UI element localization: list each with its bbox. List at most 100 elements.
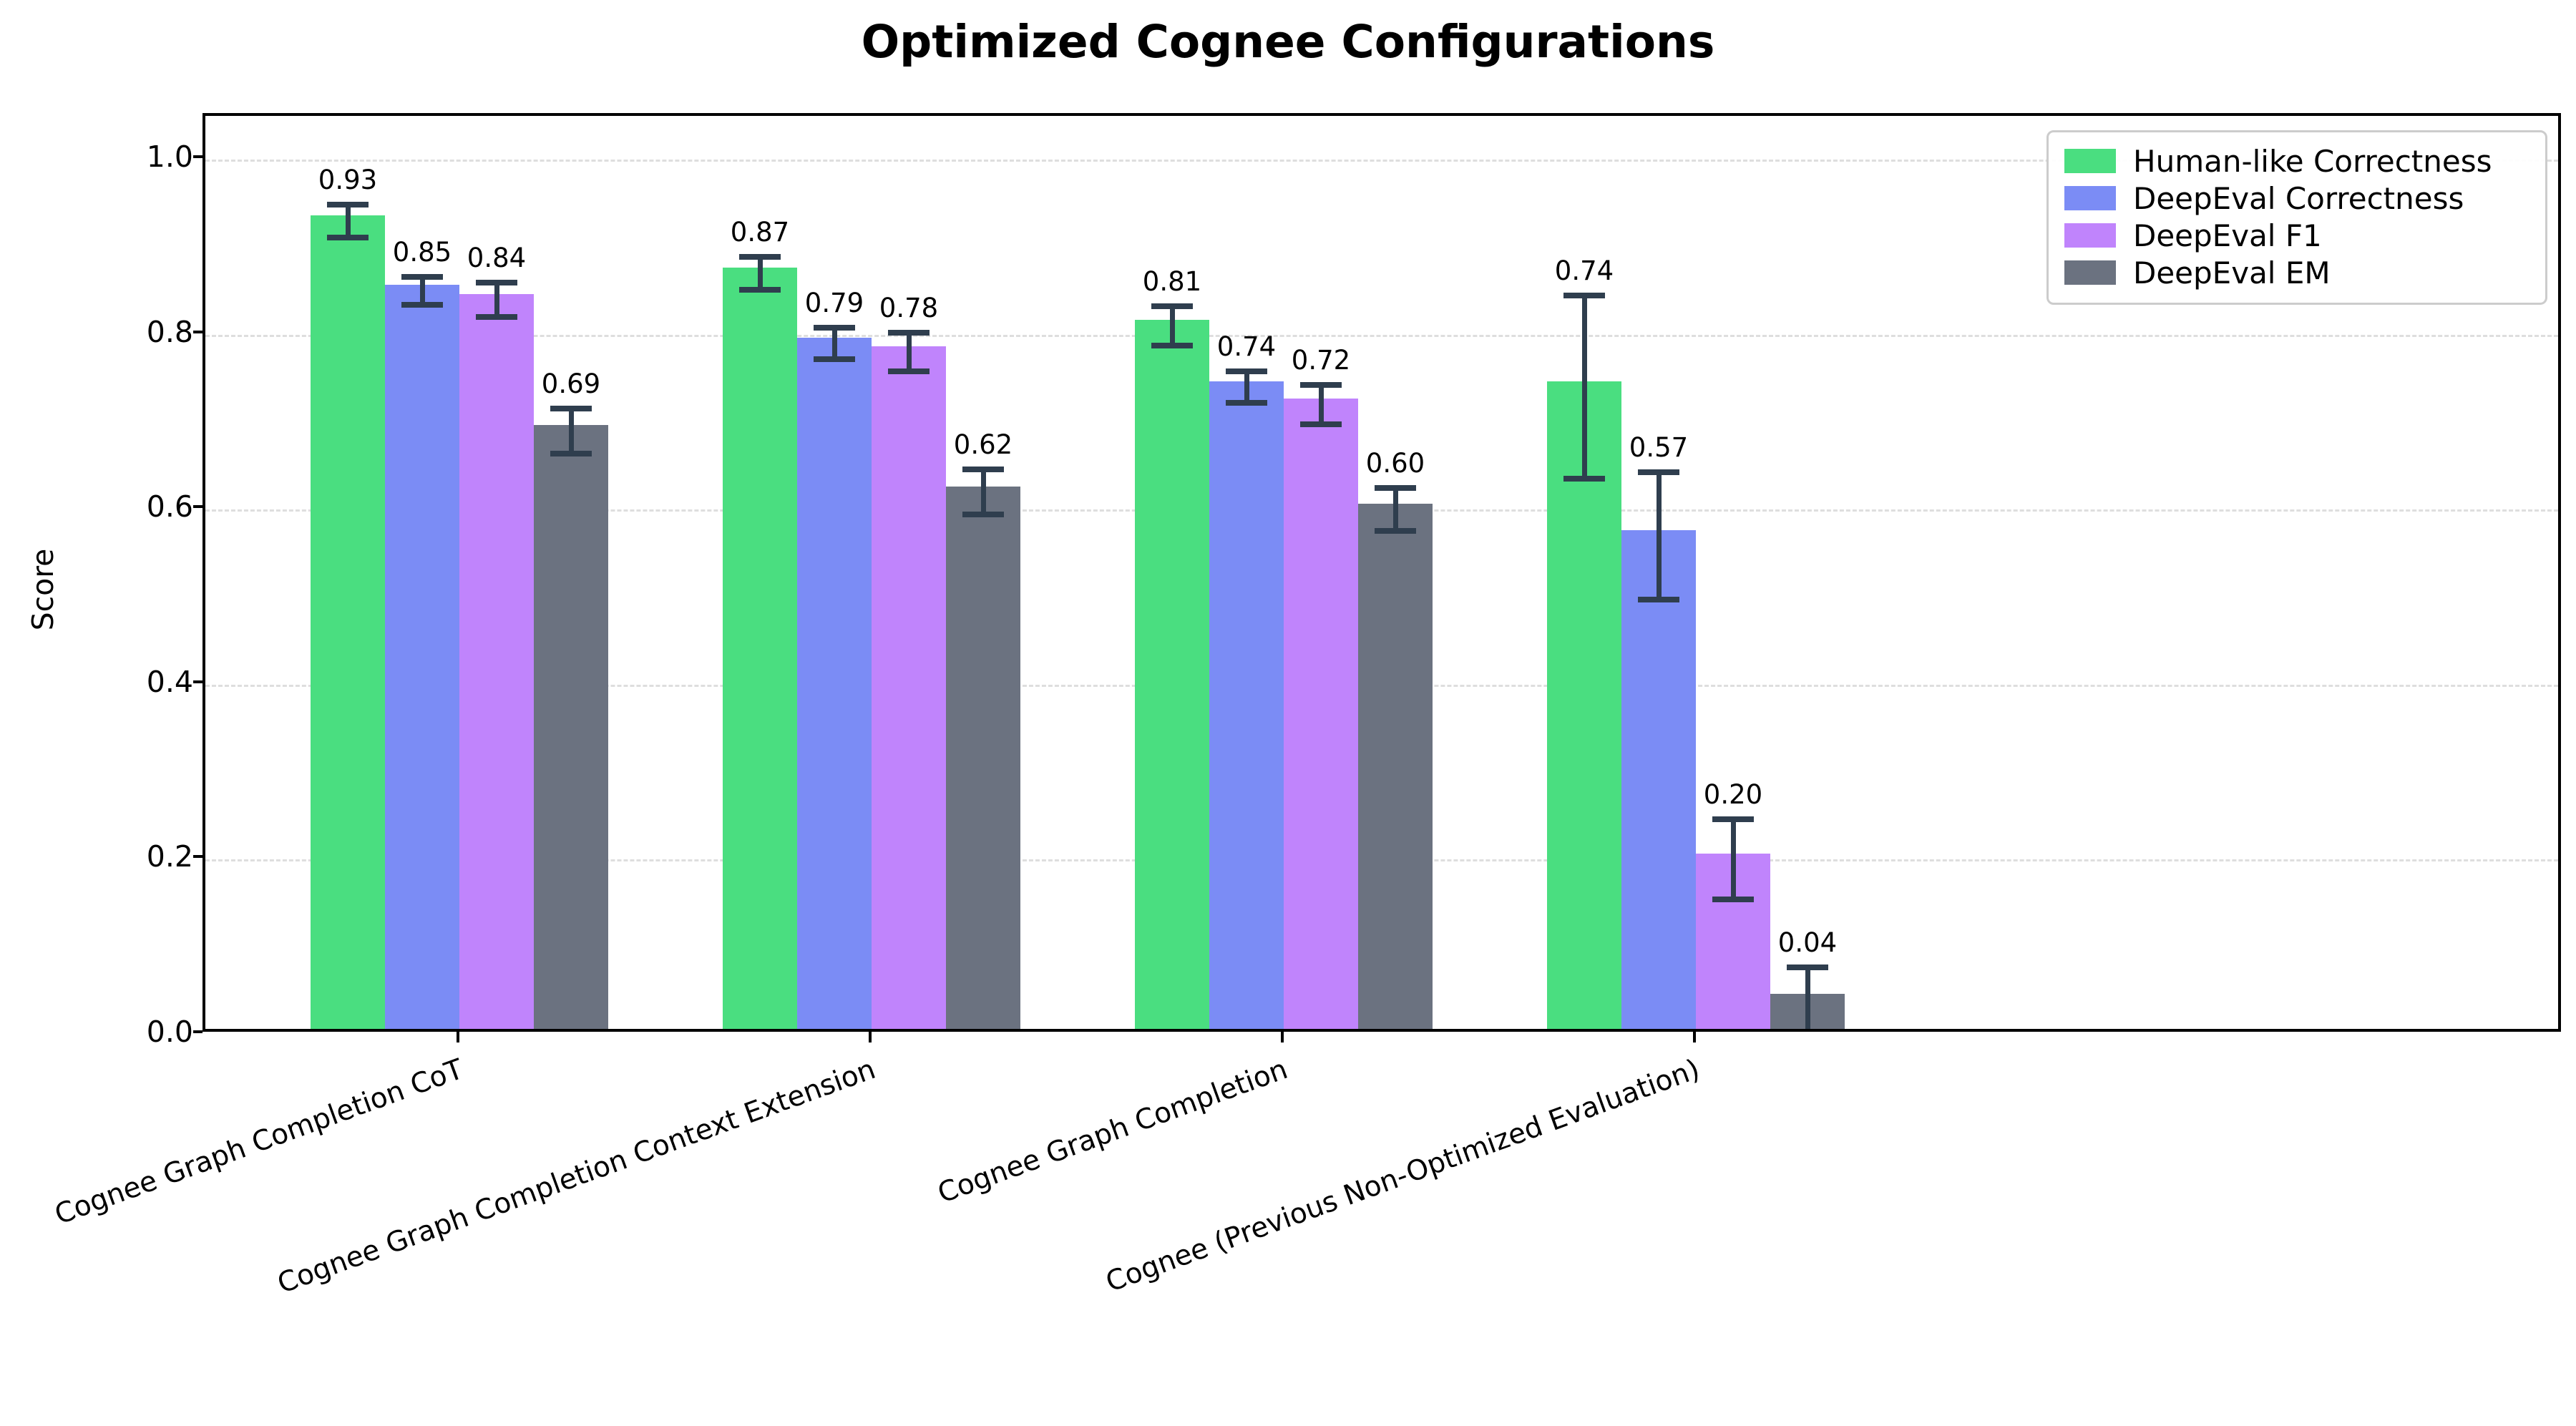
y-tick-label-0.2: 0.2 [50, 839, 193, 874]
legend-swatch-4 [2064, 260, 2116, 285]
bar-1-2[interactable] [385, 285, 459, 1029]
gridline-0.8 [205, 335, 2558, 337]
error-bar-cap-bottom [401, 302, 443, 308]
legend-item-1[interactable]: Human-like Correctness [2064, 142, 2531, 180]
y-tick-label-1.0: 1.0 [50, 140, 193, 174]
legend-item-3[interactable]: DeepEval F1 [2064, 217, 2531, 254]
x-tick-mark-4 [1693, 1032, 1696, 1042]
error-bar-cap-top [327, 202, 369, 207]
bar-value-label-1-2: 0.85 [393, 237, 452, 268]
bar-2-3[interactable] [872, 346, 946, 1029]
y-tick-label-0.8: 0.8 [50, 315, 193, 349]
error-bar-cap-bottom [1563, 476, 1605, 482]
bar-value-label-3-1: 0.81 [1143, 266, 1201, 297]
error-bar-cap-bottom [1151, 343, 1193, 348]
error-bar-cap-bottom [814, 356, 855, 362]
error-bar-stem [1170, 303, 1175, 349]
error-bar-cap-top [1787, 964, 1828, 970]
y-tick-label-0.0: 0.0 [50, 1015, 193, 1049]
legend-item-4[interactable]: DeepEval EM [2064, 254, 2531, 291]
bar-3-4[interactable] [1358, 504, 1433, 1029]
error-bar-stem [1657, 469, 1662, 602]
error-bar-cap-bottom [962, 512, 1004, 517]
bar-value-label-2-2: 0.79 [805, 288, 864, 318]
error-bar-cap-top [1638, 469, 1679, 475]
error-bar-cap-top [888, 330, 930, 336]
bar-2-4[interactable] [946, 487, 1020, 1029]
bar-value-label-4-1: 0.74 [1555, 255, 1614, 286]
error-bar-stem [569, 406, 574, 456]
legend-label-1: Human-like Correctness [2133, 144, 2492, 179]
bar-3-1[interactable] [1135, 320, 1209, 1029]
error-bar-cap-bottom [1712, 897, 1754, 902]
error-bar-cap-top [1375, 485, 1416, 491]
bar-value-label-1-3: 0.84 [467, 243, 526, 273]
error-bar-cap-top [962, 467, 1004, 472]
x-tick-mark-3 [1281, 1032, 1284, 1042]
y-tick-mark-0.8 [193, 331, 203, 333]
error-bar-cap-top [476, 280, 517, 285]
error-bar-cap-top [550, 406, 592, 411]
legend-swatch-1 [2064, 149, 2116, 173]
x-tick-mark-2 [869, 1032, 872, 1042]
bar-1-1[interactable] [311, 215, 385, 1029]
y-tick-label-0.6: 0.6 [50, 489, 193, 524]
error-bar-stem [1805, 964, 1810, 1029]
x-tick-label-4: Cognee (Previous Non-Optimized Evaluatio… [751, 1053, 1704, 1426]
bar-3-3[interactable] [1284, 399, 1358, 1029]
bar-2-2[interactable] [797, 338, 872, 1029]
bar-value-label-2-4: 0.62 [954, 429, 1013, 460]
bar-1-4[interactable] [534, 425, 608, 1029]
y-axis-label: Score [26, 404, 60, 776]
error-bar-cap-bottom [739, 287, 781, 293]
bar-value-label-3-4: 0.60 [1366, 448, 1425, 479]
error-bar-cap-bottom [1375, 528, 1416, 534]
bar-value-label-3-3: 0.72 [1292, 345, 1350, 376]
error-bar-stem [1319, 382, 1324, 428]
error-bar-cap-bottom [476, 314, 517, 320]
error-bar-stem [981, 467, 986, 517]
legend-swatch-2 [2064, 186, 2116, 210]
error-bar-cap-bottom [327, 235, 369, 240]
bar-2-1[interactable] [723, 268, 797, 1029]
y-tick-mark-1.0 [193, 155, 203, 158]
chart-title: Optimized Cognee Configurations [0, 16, 2576, 68]
y-tick-mark-0.6 [193, 505, 203, 508]
bar-value-label-3-2: 0.74 [1217, 331, 1276, 362]
bar-value-label-1-1: 0.93 [318, 165, 377, 195]
error-bar-cap-bottom [1226, 400, 1267, 406]
error-bar-cap-top [739, 254, 781, 260]
x-tick-label-3: Cognee Graph Completion [339, 1053, 1292, 1426]
bar-value-label-4-4: 0.04 [1778, 927, 1837, 958]
legend-item-2[interactable]: DeepEval Correctness [2064, 180, 2531, 217]
error-bar-cap-top [1563, 293, 1605, 298]
error-bar-cap-top [1226, 368, 1267, 374]
error-bar-cap-bottom [550, 451, 592, 456]
bar-1-3[interactable] [459, 294, 534, 1029]
legend-label-4: DeepEval EM [2133, 255, 2331, 290]
error-bar-cap-bottom [1300, 421, 1342, 427]
legend-swatch-3 [2064, 223, 2116, 248]
error-bar-cap-top [814, 325, 855, 331]
error-bar-stem [1393, 485, 1398, 534]
error-bar-cap-bottom [888, 368, 930, 374]
y-tick-mark-0.2 [193, 855, 203, 858]
error-bar-cap-bottom [1638, 597, 1679, 602]
error-bar-stem [1582, 293, 1587, 482]
y-tick-label-0.4: 0.4 [50, 665, 193, 699]
bar-value-label-2-1: 0.87 [731, 217, 789, 248]
bar-4-2[interactable] [1621, 530, 1696, 1029]
legend-label-3: DeepEval F1 [2133, 218, 2322, 253]
error-bar-cap-top [1712, 816, 1754, 822]
error-bar-cap-top [1151, 303, 1193, 309]
error-bar-stem [1731, 816, 1736, 902]
bar-3-2[interactable] [1209, 381, 1284, 1029]
error-bar-cap-top [401, 274, 443, 280]
bar-value-label-1-4: 0.69 [542, 368, 600, 399]
y-tick-mark-0.0 [193, 1030, 203, 1033]
error-bar-stem [907, 330, 912, 373]
error-bar-cap-top [1300, 382, 1342, 388]
legend-label-2: DeepEval Correctness [2133, 181, 2464, 216]
y-tick-mark-0.4 [193, 680, 203, 683]
